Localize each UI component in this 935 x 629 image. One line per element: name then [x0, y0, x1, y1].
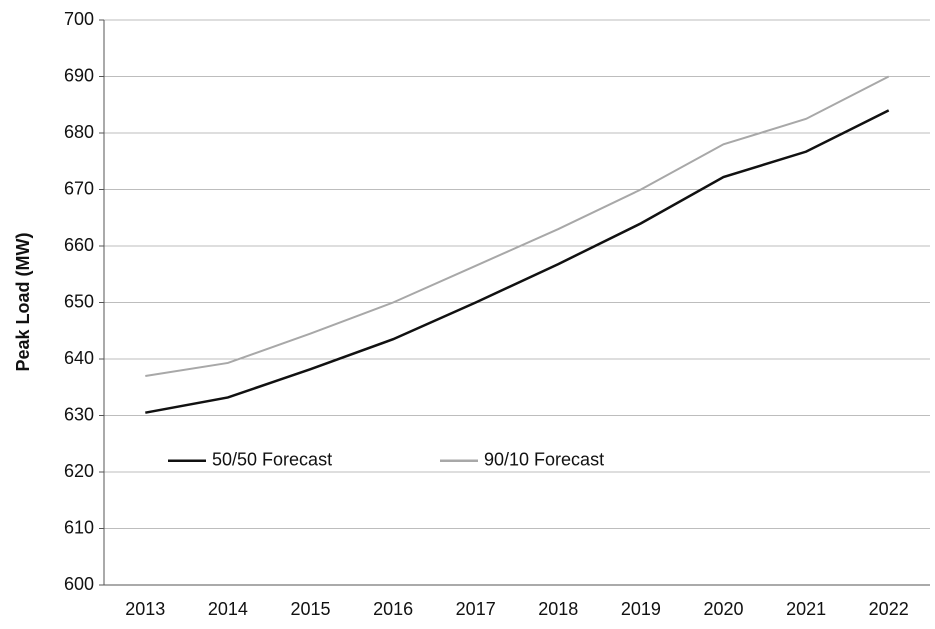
y-tick-label: 620	[64, 461, 94, 481]
x-tick-label: 2021	[786, 599, 826, 619]
x-tick-label: 2019	[621, 599, 661, 619]
legend-label: 90/10 Forecast	[484, 449, 604, 469]
y-tick-label: 640	[64, 348, 94, 368]
y-tick-label: 650	[64, 291, 94, 311]
y-tick-label: 680	[64, 122, 94, 142]
x-tick-label: 2018	[538, 599, 578, 619]
y-tick-label: 600	[64, 574, 94, 594]
series-line	[145, 75, 890, 377]
x-tick-label: 2016	[373, 599, 413, 619]
legend-label: 50/50 Forecast	[212, 449, 332, 469]
y-tick-label: 660	[64, 235, 94, 255]
x-tick-label: 2015	[290, 599, 330, 619]
x-tick-label: 2017	[456, 599, 496, 619]
y-tick-label: 690	[64, 65, 94, 85]
x-tick-label: 2020	[703, 599, 743, 619]
y-tick-label: 630	[64, 404, 94, 424]
x-tick-label: 2013	[125, 599, 165, 619]
y-tick-label: 610	[64, 517, 94, 537]
series-line	[145, 109, 890, 414]
x-tick-label: 2022	[869, 599, 909, 619]
y-tick-label: 700	[64, 9, 94, 29]
y-tick-label: 670	[64, 178, 94, 198]
x-tick-label: 2014	[208, 599, 248, 619]
y-axis-label: Peak Load (MW)	[13, 232, 33, 371]
